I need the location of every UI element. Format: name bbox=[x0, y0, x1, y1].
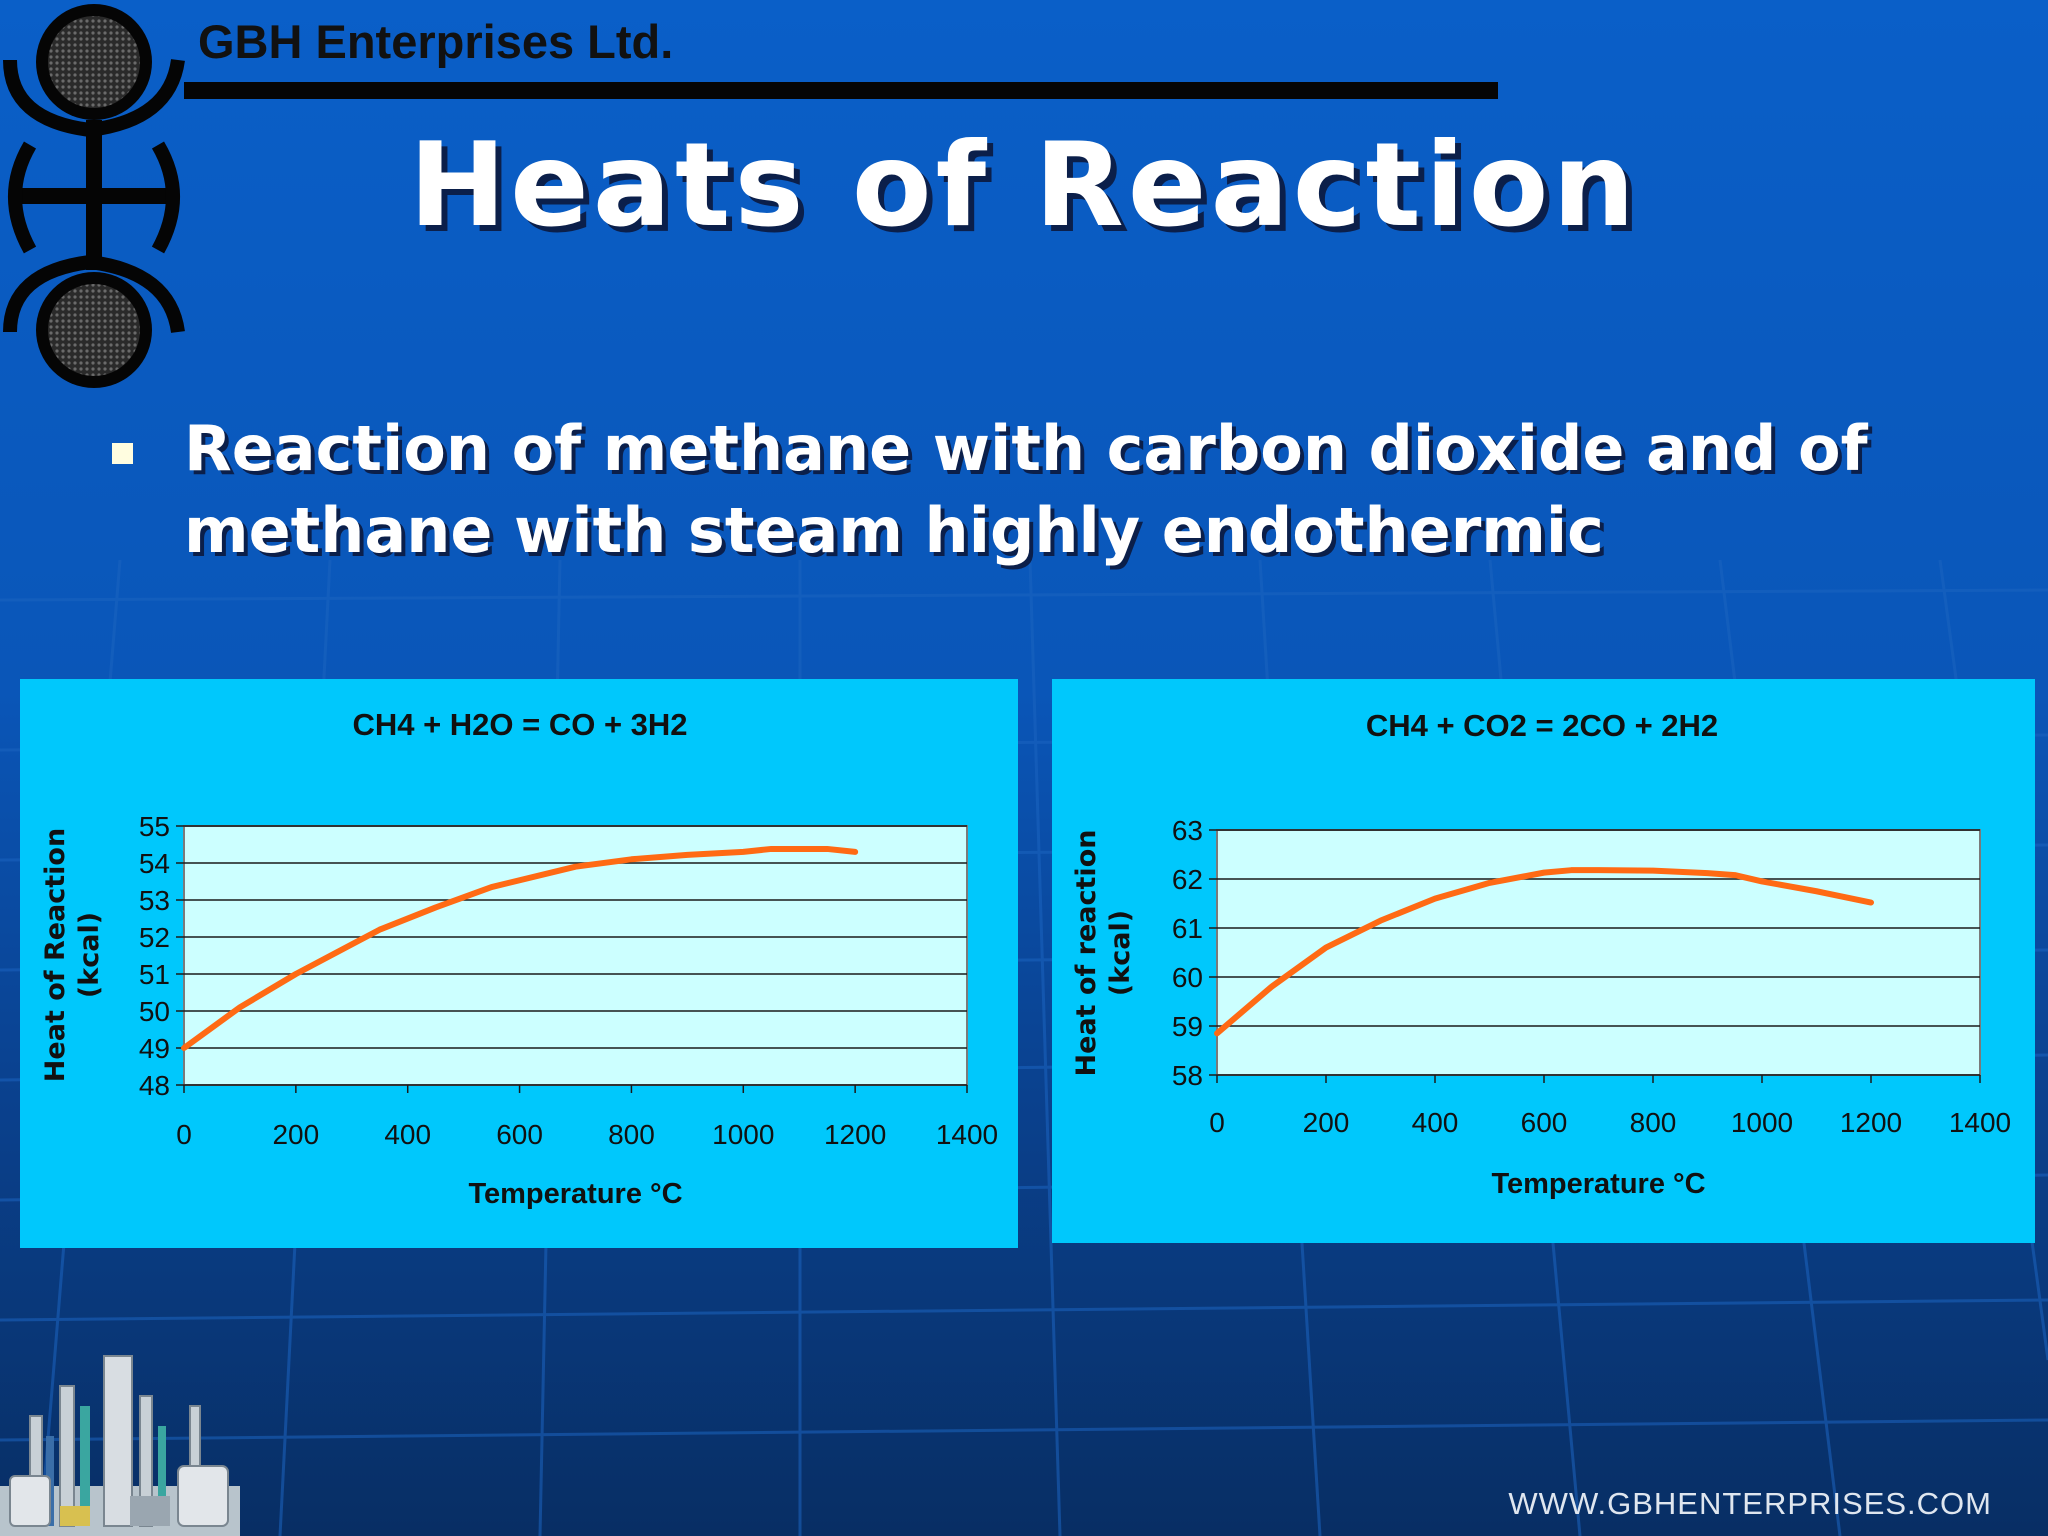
header-rule bbox=[184, 82, 1498, 99]
y-tick-label: 58 bbox=[1172, 1060, 1203, 1091]
y-tick-label: 55 bbox=[139, 811, 170, 842]
footer-url: WWW.GBHENTERPRISES.COM bbox=[1508, 1486, 1992, 1521]
slide-title: Heats of Reaction bbox=[409, 118, 1639, 253]
x-tick-label: 1400 bbox=[1949, 1107, 2011, 1138]
y-axis-label: Heat of reaction (kcal) bbox=[1071, 830, 1136, 1077]
x-axis-label: Temperature °C bbox=[1491, 1168, 1705, 1200]
chart-panel-steam: 48 49 50 51 52 53 54 55 0 200 400 600 800 1000 1200 140… bbox=[20, 679, 1018, 1248]
y-axis-label-line2: (kcal) bbox=[74, 912, 105, 998]
company-name: GBH Enterprises Ltd. bbox=[198, 15, 674, 68]
x-tick-label: 1000 bbox=[1731, 1107, 1793, 1138]
chart-dry-reforming: 58 59 60 61 62 63 0 200 400 600 800 1000 1200 1400 CH4… bbox=[1071, 708, 2011, 1200]
x-tick-label: 1200 bbox=[824, 1119, 886, 1150]
y-tick-label: 51 bbox=[139, 959, 170, 990]
x-tick-label: 800 bbox=[1630, 1107, 1677, 1138]
bullet-marker bbox=[112, 443, 133, 464]
x-tick-label: 1000 bbox=[712, 1119, 774, 1150]
y-tick-label: 62 bbox=[1172, 864, 1203, 895]
y-axis-label-line1: Heat of reaction bbox=[1071, 830, 1102, 1077]
x-tick-label: 200 bbox=[272, 1119, 319, 1150]
y-tick-label: 53 bbox=[139, 885, 170, 916]
y-tick-label: 49 bbox=[139, 1033, 170, 1064]
y-axis-label-line1: Heat of Reaction bbox=[40, 828, 71, 1082]
x-tick-label: 0 bbox=[176, 1119, 192, 1150]
x-tick-label: 0 bbox=[1209, 1107, 1225, 1138]
x-tick-label: 200 bbox=[1303, 1107, 1350, 1138]
y-axis-label-line2: (kcal) bbox=[1105, 910, 1136, 996]
x-tick-label: 400 bbox=[384, 1119, 431, 1150]
y-tick-label: 61 bbox=[1172, 913, 1203, 944]
x-tick-label: 400 bbox=[1412, 1107, 1459, 1138]
chart-title: CH4 + CO2 = 2CO + 2H2 bbox=[1366, 708, 1718, 743]
bullet-text: Reaction of methane with carbon dioxide … bbox=[184, 412, 1868, 567]
y-tick-label: 50 bbox=[139, 996, 170, 1027]
y-tick-label: 52 bbox=[139, 922, 170, 953]
y-tick-label: 54 bbox=[139, 848, 170, 879]
chart-panel-co2: 58 59 60 61 62 63 0 200 400 600 800 1000 1200 1400 CH4… bbox=[1052, 679, 2035, 1243]
x-tick-label: 1400 bbox=[936, 1119, 998, 1150]
gbh-logo-icon bbox=[3, 4, 185, 388]
industrial-plant-icon bbox=[0, 1355, 240, 1536]
x-tick-label: 1200 bbox=[1840, 1107, 1902, 1138]
series-line bbox=[1214, 867, 1874, 1037]
x-tick-label: 800 bbox=[608, 1119, 655, 1150]
y-tick-label: 63 bbox=[1172, 815, 1203, 846]
x-tick-label: 600 bbox=[496, 1119, 543, 1150]
x-axis-label: Temperature °C bbox=[468, 1178, 682, 1210]
y-tick-label: 48 bbox=[139, 1070, 170, 1101]
series-line bbox=[181, 845, 859, 1051]
y-tick-label: 59 bbox=[1172, 1011, 1203, 1042]
y-tick-label: 60 bbox=[1172, 962, 1203, 993]
plot-area bbox=[1216, 829, 1981, 1076]
chart-title: CH4 + H2O = CO + 3H2 bbox=[352, 707, 687, 742]
chart-steam-reforming: 48 49 50 51 52 53 54 55 0 200 400 600 800 1000 1200 140… bbox=[40, 707, 998, 1210]
x-tick-label: 600 bbox=[1521, 1107, 1568, 1138]
y-axis-label: Heat of Reaction (kcal) bbox=[40, 828, 105, 1082]
